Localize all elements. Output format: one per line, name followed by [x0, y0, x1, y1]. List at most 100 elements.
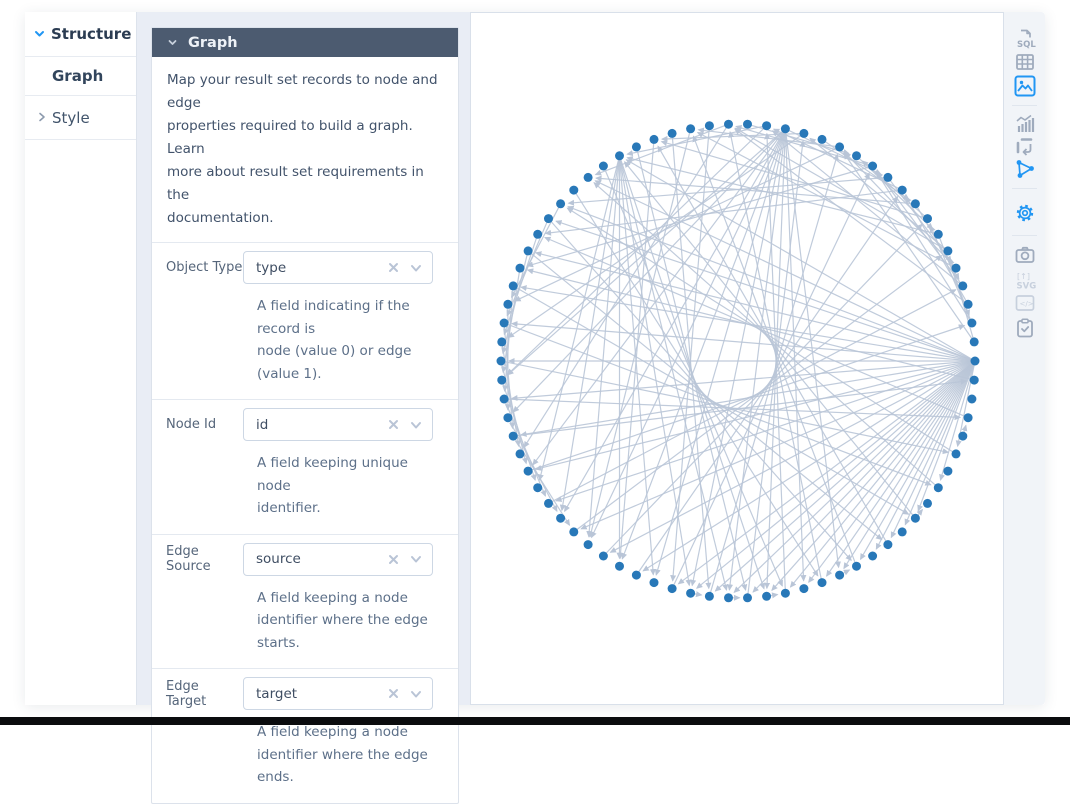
- graph-node[interactable]: [515, 449, 525, 459]
- graph-node[interactable]: [667, 584, 677, 594]
- graph-node[interactable]: [897, 185, 907, 195]
- graph-node[interactable]: [868, 551, 878, 561]
- graph-node[interactable]: [780, 588, 790, 598]
- graph-node[interactable]: [569, 185, 579, 195]
- graph-node[interactable]: [533, 483, 543, 493]
- graph-node[interactable]: [556, 199, 566, 209]
- edge-target-select[interactable]: target: [243, 677, 433, 710]
- graph-node[interactable]: [958, 281, 968, 291]
- graph-node[interactable]: [583, 172, 593, 182]
- graph-node[interactable]: [667, 128, 677, 138]
- graph-node[interactable]: [943, 466, 953, 476]
- table-icon[interactable]: [1012, 49, 1038, 75]
- graph-node[interactable]: [897, 527, 907, 537]
- graph-node[interactable]: [497, 375, 507, 385]
- graph-node[interactable]: [499, 318, 509, 328]
- graph-node[interactable]: [686, 124, 696, 134]
- clear-icon[interactable]: [387, 553, 400, 566]
- graph-node[interactable]: [533, 229, 543, 239]
- graph-node[interactable]: [910, 199, 920, 209]
- graph-node[interactable]: [569, 527, 579, 537]
- graph-node[interactable]: [967, 318, 977, 328]
- graph-node[interactable]: [951, 263, 961, 273]
- camera-icon[interactable]: [1012, 242, 1038, 268]
- graph-node[interactable]: [544, 214, 553, 224]
- graph-node[interactable]: [615, 151, 624, 161]
- graph-node[interactable]: [631, 142, 641, 152]
- clear-icon[interactable]: [387, 261, 400, 274]
- graph-node[interactable]: [508, 431, 518, 441]
- clear-icon[interactable]: [387, 418, 400, 431]
- graph-node[interactable]: [724, 119, 733, 129]
- graph-node[interactable]: [762, 121, 772, 131]
- graph-node[interactable]: [963, 413, 973, 423]
- graph-panel-header[interactable]: Graph: [152, 28, 458, 57]
- graph-node[interactable]: [799, 128, 809, 138]
- graph-node[interactable]: [958, 431, 968, 441]
- graph-node[interactable]: [615, 561, 624, 571]
- graph-node[interactable]: [649, 578, 659, 588]
- graph-node[interactable]: [969, 337, 979, 347]
- graph-node[interactable]: [970, 356, 980, 366]
- graph-node[interactable]: [544, 498, 553, 508]
- graph-node[interactable]: [868, 161, 878, 171]
- graph-node[interactable]: [923, 498, 932, 508]
- graph-node[interactable]: [933, 483, 943, 493]
- graph-node[interactable]: [583, 540, 593, 550]
- graph-node[interactable]: [515, 263, 525, 273]
- graph-node[interactable]: [835, 142, 845, 152]
- sql-icon[interactable]: SQL: [1012, 26, 1038, 52]
- network-graph[interactable]: [471, 13, 1003, 704]
- clear-icon[interactable]: [387, 687, 400, 700]
- graph-node[interactable]: [704, 591, 714, 601]
- sidebar-section-structure[interactable]: Structure: [25, 12, 136, 57]
- image-icon[interactable]: [1012, 73, 1038, 99]
- graph-node[interactable]: [883, 540, 893, 550]
- graph-node[interactable]: [835, 570, 845, 580]
- node-id-select[interactable]: id: [243, 408, 433, 441]
- svg-export-icon[interactable]: [↑] SVG: [1012, 268, 1038, 294]
- graph-node[interactable]: [933, 229, 943, 239]
- gear-icon[interactable]: [1012, 200, 1038, 226]
- graph-node[interactable]: [943, 246, 953, 256]
- graph-node[interactable]: [649, 134, 659, 144]
- graph-node[interactable]: [817, 578, 827, 588]
- graph-node[interactable]: [497, 337, 507, 347]
- bar-chart-icon[interactable]: [1012, 111, 1038, 137]
- chevron-down-icon[interactable]: [409, 687, 423, 701]
- graph-node[interactable]: [499, 394, 509, 404]
- graph-node[interactable]: [762, 591, 772, 601]
- graph-node[interactable]: [598, 551, 608, 561]
- graph-node[interactable]: [951, 449, 961, 459]
- embed-code-icon[interactable]: </>: [1012, 290, 1038, 316]
- graph-node[interactable]: [556, 513, 566, 523]
- object-type-select[interactable]: type: [243, 251, 433, 284]
- graph-node[interactable]: [967, 394, 977, 404]
- sidebar-item-graph[interactable]: Graph: [25, 57, 136, 96]
- graph-node[interactable]: [503, 413, 513, 423]
- graph-node[interactable]: [631, 570, 641, 580]
- graph-node[interactable]: [969, 375, 979, 385]
- edge-source-select[interactable]: source: [243, 542, 433, 576]
- graph-node[interactable]: [686, 588, 696, 598]
- pivot-icon[interactable]: [1012, 134, 1038, 160]
- graph-node[interactable]: [743, 593, 752, 603]
- graph-node[interactable]: [923, 214, 932, 224]
- graph-node[interactable]: [780, 124, 790, 134]
- graph-node[interactable]: [910, 513, 920, 523]
- graph-node[interactable]: [724, 593, 733, 603]
- chevron-down-icon[interactable]: [409, 552, 423, 566]
- graph-node[interactable]: [523, 466, 533, 476]
- graph-node[interactable]: [963, 299, 973, 309]
- graph-node[interactable]: [598, 161, 608, 171]
- graph-node[interactable]: [799, 584, 809, 594]
- graph-node[interactable]: [508, 281, 518, 291]
- graph-node[interactable]: [496, 356, 506, 366]
- graph-node[interactable]: [852, 151, 861, 161]
- graph-node[interactable]: [523, 246, 533, 256]
- sidebar-item-style[interactable]: Style: [25, 96, 136, 140]
- graph-node[interactable]: [883, 172, 893, 182]
- graph-node[interactable]: [704, 121, 714, 131]
- clipboard-icon[interactable]: [1012, 315, 1038, 341]
- graph-icon[interactable]: [1012, 156, 1038, 182]
